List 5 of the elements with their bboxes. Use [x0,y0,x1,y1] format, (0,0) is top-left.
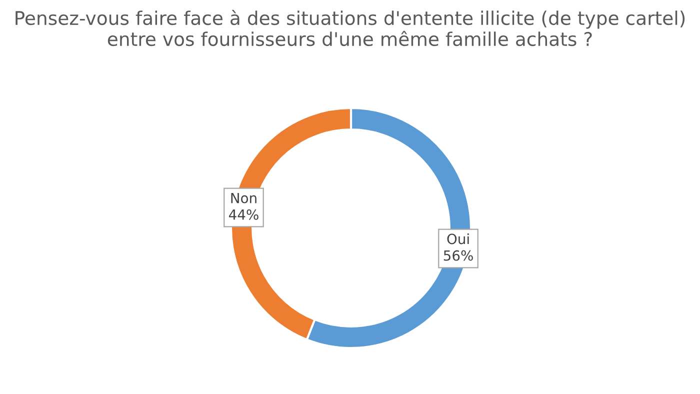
chart-title: Pensez-vous faire face à des situations d'entente illicite (de type cartel) entre vos fournisseurs d'une même famille achats ? [16,10,685,46]
slice-label: Non [231,192,256,204]
data-label: 56% [444,250,473,261]
data-label: 44% [228,209,258,220]
slice-label: Oui [447,233,469,244]
